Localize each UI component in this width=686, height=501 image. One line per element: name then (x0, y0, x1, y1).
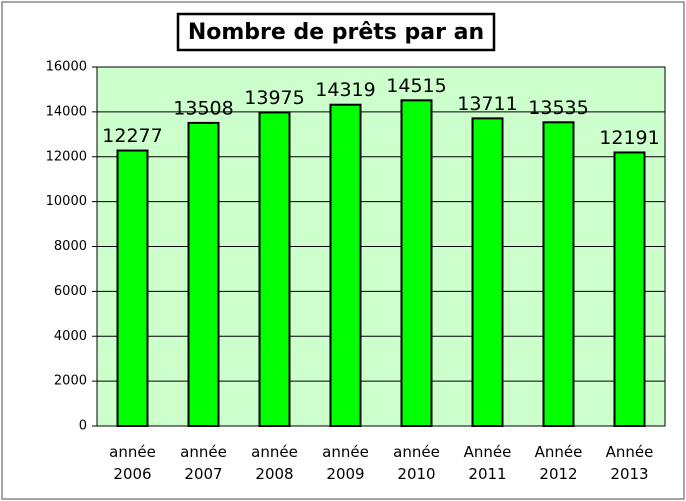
y-tick-label: 2000 (54, 374, 87, 389)
y-tick-label: 10000 (46, 194, 87, 209)
y-tick-label: 4000 (54, 329, 87, 344)
data-label: 13508 (173, 97, 233, 119)
data-label: 13535 (528, 97, 588, 119)
data-label: 14515 (386, 75, 446, 97)
y-tick-label: 6000 (54, 284, 87, 299)
data-label: 12191 (599, 127, 659, 149)
bar (116, 149, 149, 427)
x-tick-label: année 2009 (322, 443, 369, 483)
chart-title: Nombre de prêts par an (188, 20, 484, 45)
y-tick-label: 0 (79, 419, 87, 434)
data-label: 13975 (244, 87, 304, 109)
y-tick-label: 12000 (46, 149, 87, 164)
x-tick-label: année 2008 (251, 443, 298, 483)
x-tick-label: Année 2012 (534, 443, 583, 483)
data-label: 12277 (102, 125, 162, 147)
y-tick-label: 8000 (54, 239, 87, 254)
bar (542, 121, 575, 427)
bar (613, 151, 646, 427)
bar (471, 117, 504, 427)
bar (400, 99, 433, 427)
x-tick-label: Année 2013 (605, 443, 654, 483)
bar (187, 121, 220, 428)
x-tick-label: année 2007 (180, 443, 227, 483)
y-tick-label: 14000 (46, 104, 87, 119)
bar (258, 111, 291, 427)
data-label: 14319 (315, 79, 375, 101)
bar (329, 103, 362, 427)
x-tick-label: année 2010 (393, 443, 440, 483)
title-box (176, 12, 496, 52)
data-label: 13711 (457, 93, 517, 115)
x-tick-label: année 2006 (109, 443, 156, 483)
y-tick-label: 16000 (46, 60, 87, 75)
x-tick-label: Année 2011 (463, 443, 512, 483)
